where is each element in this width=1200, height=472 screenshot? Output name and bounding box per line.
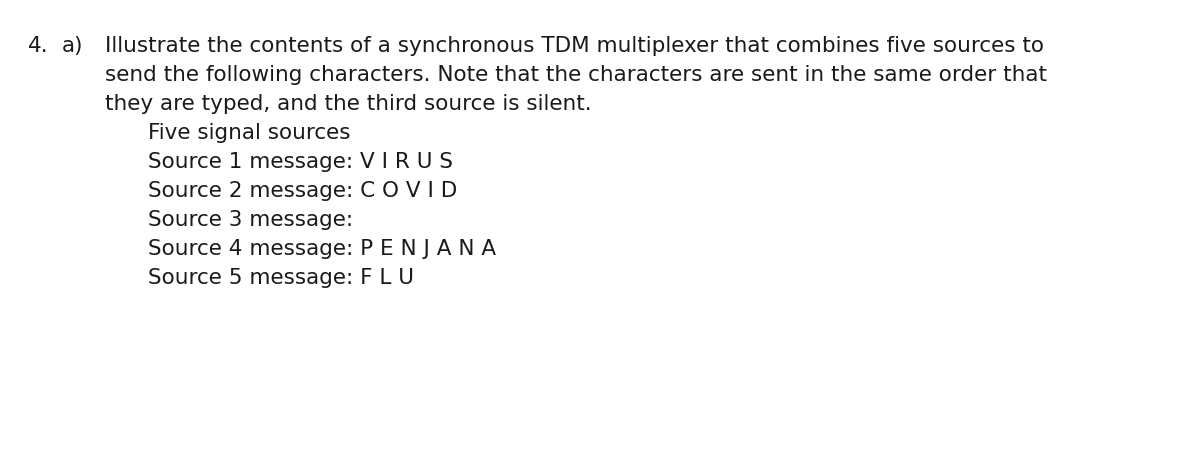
Text: Five signal sources: Five signal sources (148, 123, 350, 143)
Text: Source 4 message: P E N J A N A: Source 4 message: P E N J A N A (148, 239, 496, 259)
Text: 4.: 4. (28, 36, 49, 56)
Text: Illustrate the contents of a synchronous TDM multiplexer that combines five sour: Illustrate the contents of a synchronous… (106, 36, 1044, 56)
Text: a): a) (62, 36, 84, 56)
Text: Source 1 message: V I R U S: Source 1 message: V I R U S (148, 152, 454, 172)
Text: Source 3 message:: Source 3 message: (148, 210, 353, 230)
Text: Source 2 message: C O V I D: Source 2 message: C O V I D (148, 181, 457, 201)
Text: they are typed, and the third source is silent.: they are typed, and the third source is … (106, 94, 592, 114)
Text: Source 5 message: F L U: Source 5 message: F L U (148, 268, 414, 288)
Text: send the following characters. Note that the characters are sent in the same ord: send the following characters. Note that… (106, 65, 1046, 85)
